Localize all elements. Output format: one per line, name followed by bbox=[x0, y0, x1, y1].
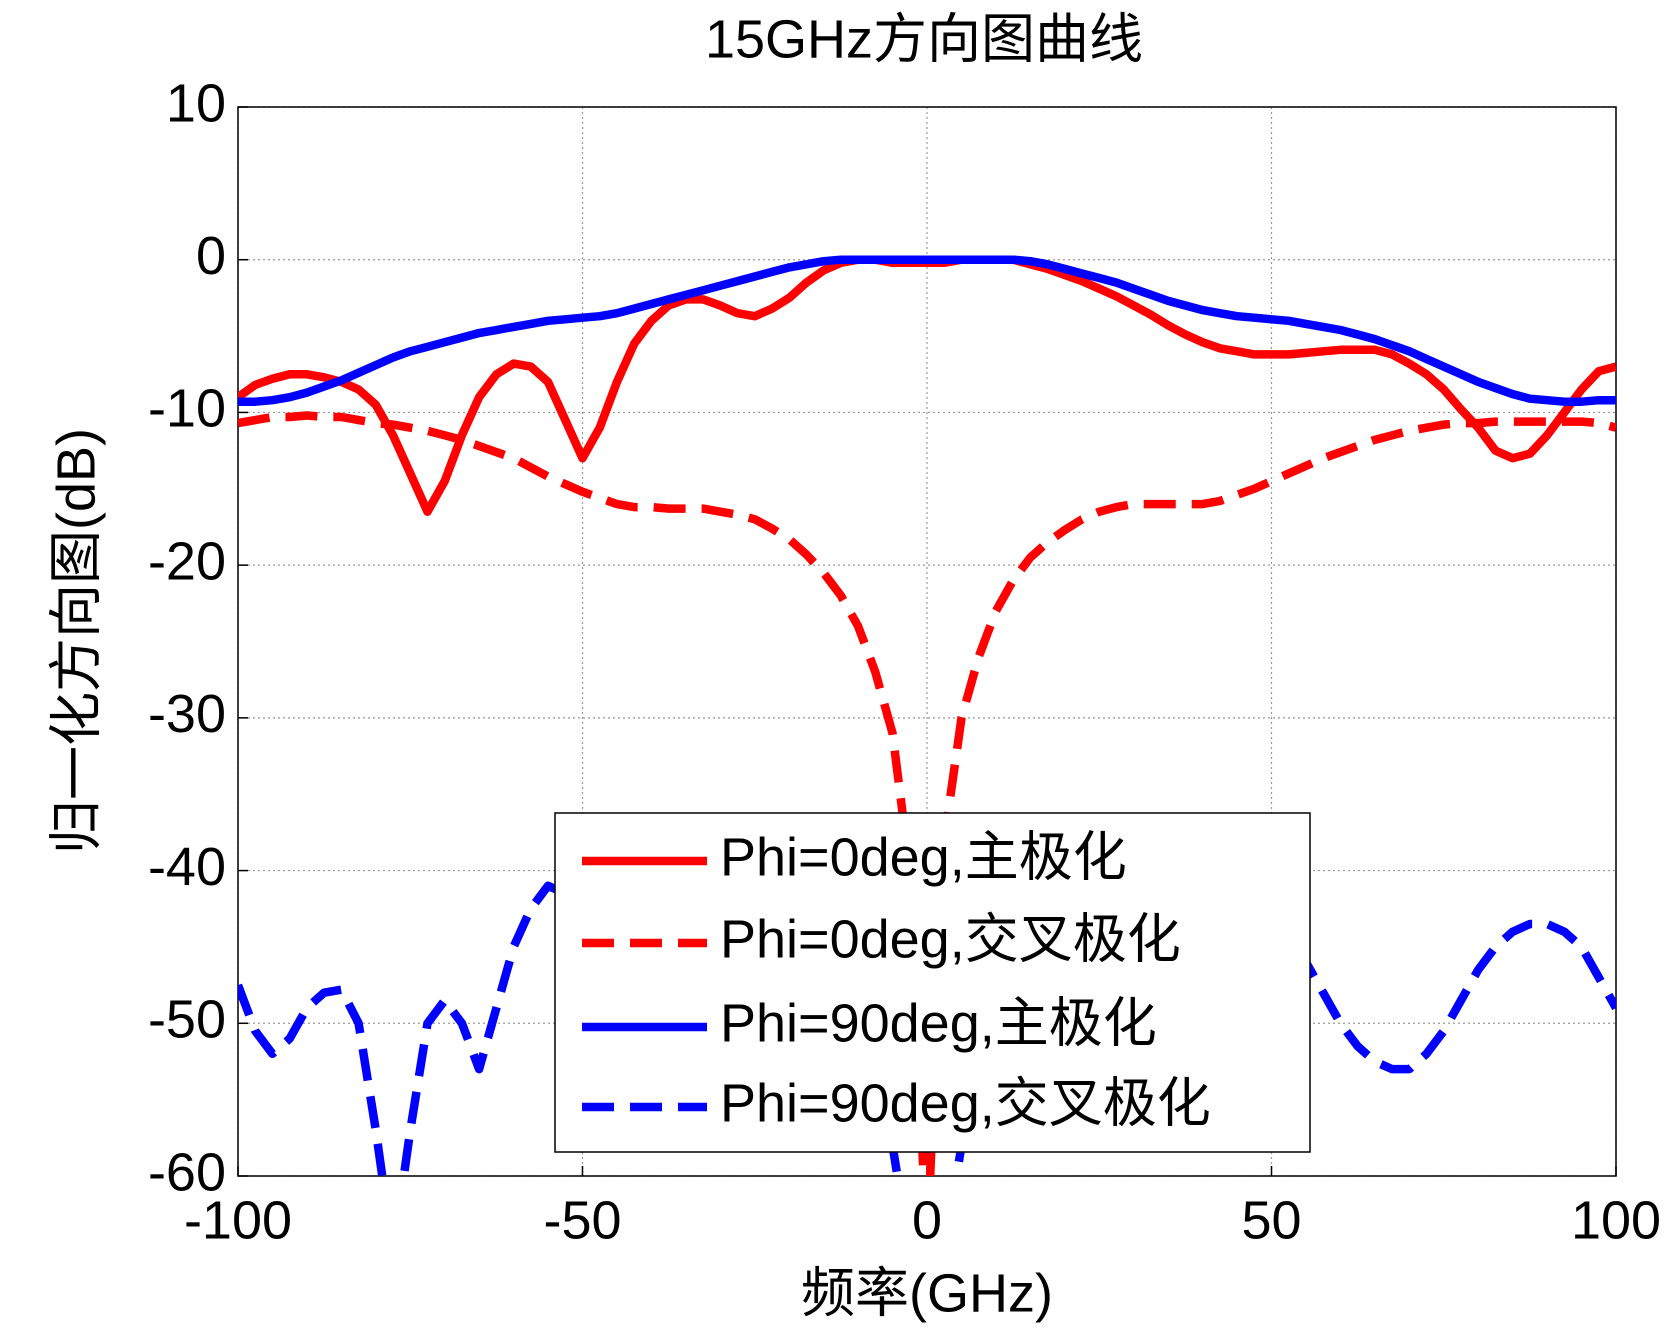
x-tick-label: 100 bbox=[1571, 1190, 1661, 1250]
chart-title: 15GHz方向图曲线 bbox=[705, 9, 1143, 69]
y-tick-label: 10 bbox=[166, 73, 226, 133]
plot-area bbox=[238, 255, 1616, 1176]
legend-box bbox=[554, 812, 1311, 1153]
x-tick-label: -50 bbox=[543, 1190, 621, 1250]
series-line bbox=[238, 255, 1616, 406]
y-tick-label: 0 bbox=[196, 226, 226, 286]
y-tick-label: -10 bbox=[148, 379, 226, 439]
legend-label: Phi=90deg,交叉极化 bbox=[720, 1073, 1211, 1133]
legend-label: Phi=0deg,交叉极化 bbox=[720, 909, 1181, 969]
series-line bbox=[238, 881, 1616, 1176]
y-tick-label: -60 bbox=[148, 1142, 226, 1202]
legend-label: Phi=0deg,主极化 bbox=[720, 827, 1127, 887]
y-tick-label: -50 bbox=[148, 990, 226, 1050]
y-axis-label: 归一化方向图(dB) bbox=[46, 428, 106, 854]
x-tick-label: -100 bbox=[184, 1190, 292, 1250]
x-axis-label: 频率(GHz) bbox=[801, 1263, 1053, 1323]
y-tick-label: -30 bbox=[148, 684, 226, 744]
x-tick-label: 50 bbox=[1241, 1190, 1301, 1250]
x-tick-label: 0 bbox=[912, 1190, 942, 1250]
y-tick-label: -20 bbox=[148, 531, 226, 591]
legend-label: Phi=90deg,主极化 bbox=[720, 993, 1157, 1053]
y-tick-label: -40 bbox=[148, 837, 226, 897]
series-line bbox=[238, 411, 1616, 1176]
